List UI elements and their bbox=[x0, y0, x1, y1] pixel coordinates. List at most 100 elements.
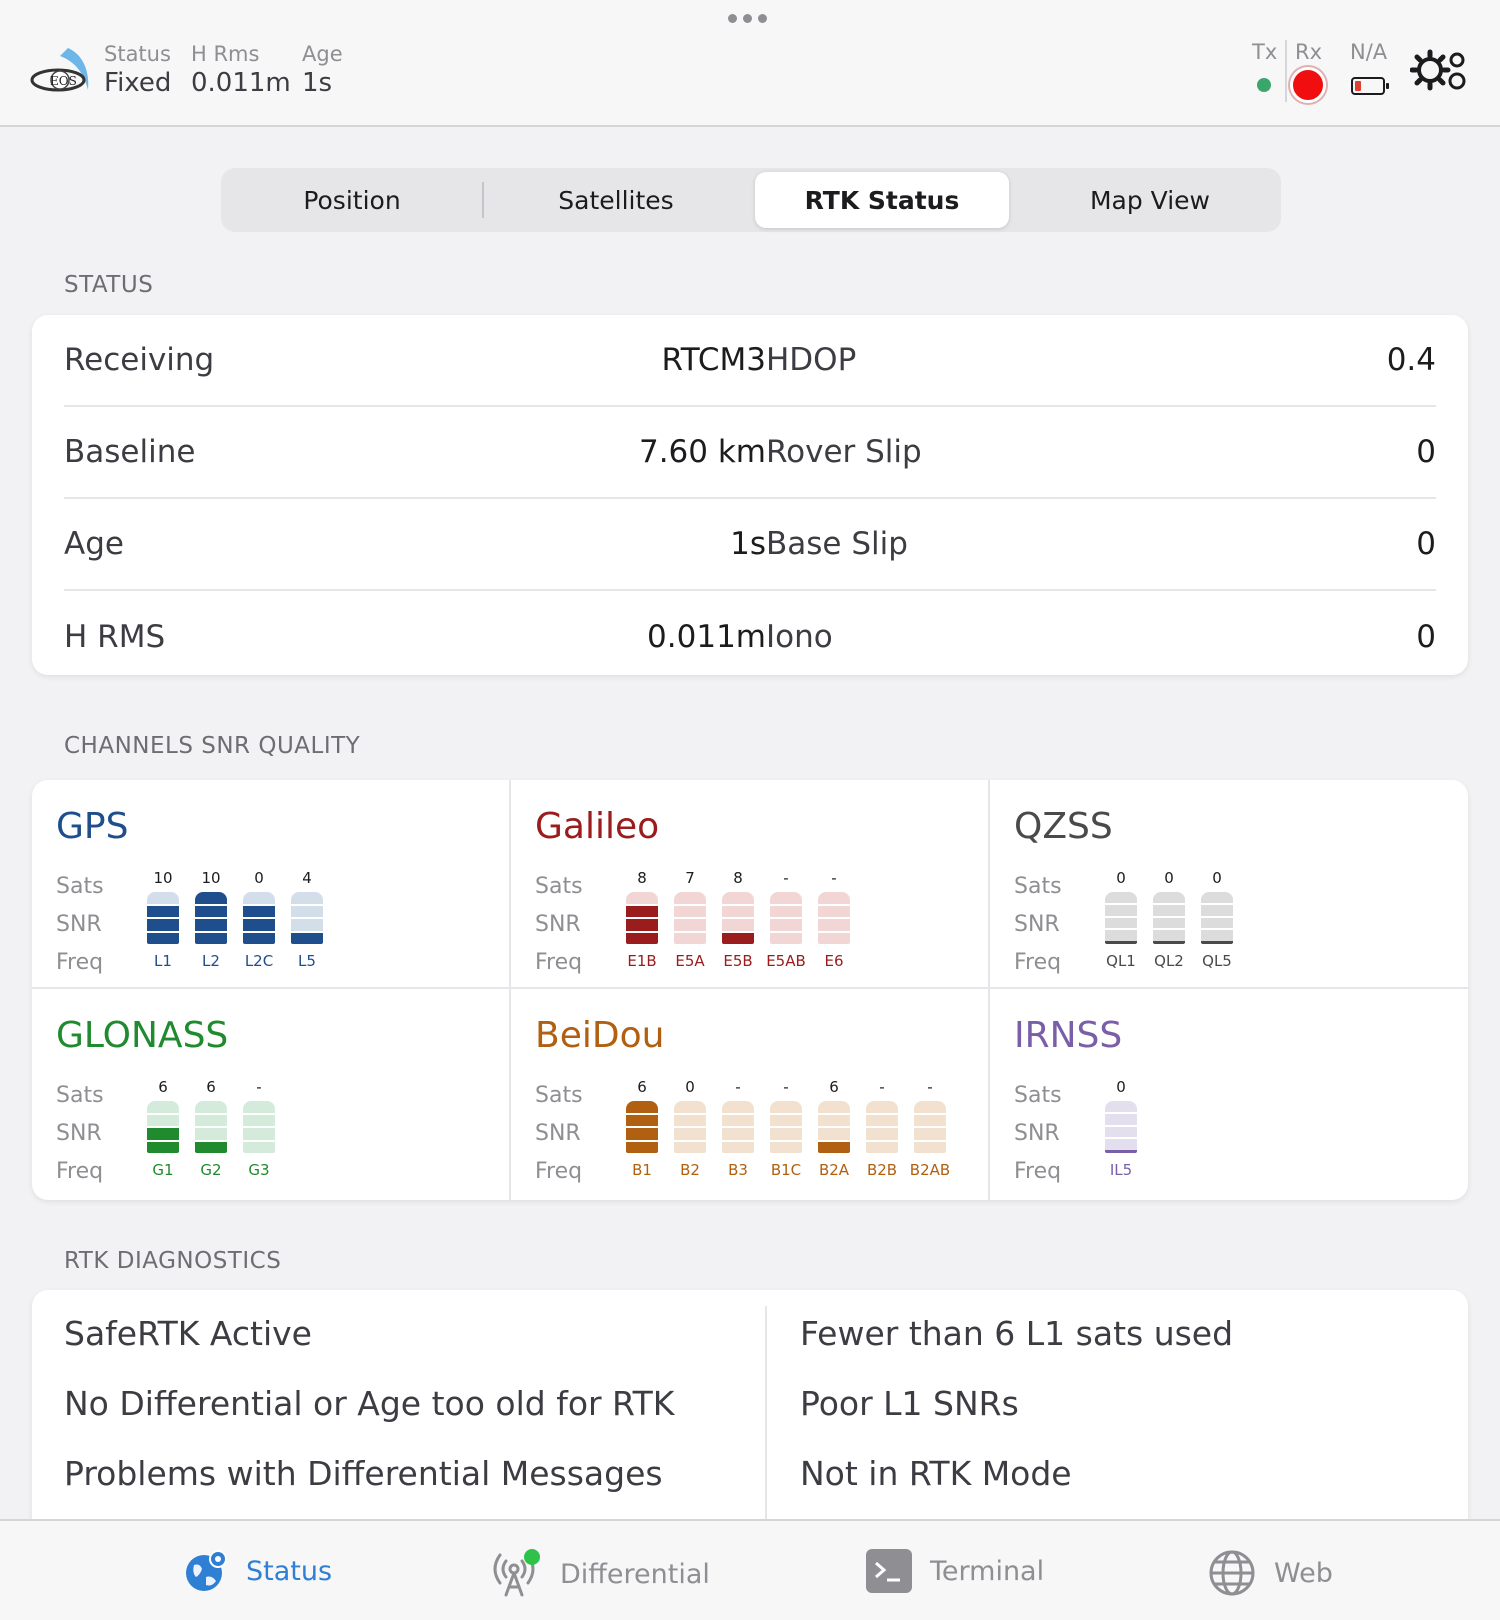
snr-bar-segment bbox=[195, 919, 227, 931]
snr-bar-segment bbox=[1153, 917, 1185, 929]
snr-bar-segment bbox=[291, 932, 323, 944]
tabbar-differential[interactable]: Differential bbox=[492, 1549, 710, 1599]
status-row: Baseline 7.60 km bbox=[64, 407, 766, 499]
channel-sat-count: 10 bbox=[201, 869, 221, 887]
snr-bar-segment bbox=[722, 905, 754, 917]
tab-rtk-status[interactable]: RTK Status bbox=[755, 172, 1009, 228]
snr-bar-segment bbox=[770, 892, 802, 904]
row-label-snr: SNR bbox=[535, 912, 581, 937]
rx-indicator-dot bbox=[1290, 67, 1326, 103]
row-label-snr: SNR bbox=[56, 912, 102, 937]
snr-bar-segment bbox=[147, 1101, 179, 1113]
snr-bar-segment bbox=[722, 1141, 754, 1153]
globe-pin-icon bbox=[186, 1550, 227, 1591]
snr-bar-segment bbox=[626, 1128, 658, 1140]
snr-bar bbox=[674, 892, 706, 944]
snr-bar bbox=[1201, 892, 1233, 944]
channel-sat-count: 7 bbox=[685, 869, 695, 887]
snr-bar-segment bbox=[1153, 904, 1185, 916]
snr-bar-segment bbox=[818, 932, 850, 944]
channel-sat-count: 8 bbox=[733, 869, 743, 887]
channel-sat-count: 6 bbox=[158, 1078, 168, 1096]
snr-bar-segment bbox=[722, 1101, 754, 1113]
channel-sat-count: - bbox=[831, 869, 837, 887]
row-label-freq: Freq bbox=[1014, 950, 1062, 975]
snr-bar-segment bbox=[1201, 892, 1233, 903]
svg-text:EOS: EOS bbox=[50, 74, 77, 88]
constellation-cell: IRNSS Sats SNR Freq 0 IL5 bbox=[990, 989, 1467, 1199]
snr-channel: 0 IL5 bbox=[1098, 1077, 1144, 1179]
snr-bar-segment bbox=[147, 1141, 179, 1153]
snr-bar-segment bbox=[243, 1141, 275, 1153]
more-options-handle[interactable] bbox=[728, 14, 767, 23]
snr-bar bbox=[626, 1101, 658, 1153]
status-indicator: Status Fixed bbox=[104, 42, 171, 98]
settings-gears-icon[interactable] bbox=[1410, 48, 1470, 94]
snr-bar-segment bbox=[1105, 1139, 1137, 1153]
status-key: Age bbox=[64, 526, 124, 562]
terminal-icon bbox=[866, 1549, 912, 1593]
row-label-sats: Sats bbox=[535, 1083, 583, 1108]
channel-sat-count: - bbox=[735, 1078, 741, 1096]
snr-bar-segment bbox=[291, 905, 323, 917]
channel-sat-count: - bbox=[879, 1078, 885, 1096]
status-section-title: STATUS bbox=[64, 272, 154, 298]
snr-bar-segment bbox=[1105, 1126, 1137, 1138]
row-label-sats: Sats bbox=[1014, 1083, 1062, 1108]
snr-bar-segment bbox=[674, 919, 706, 931]
snr-bar-segment bbox=[914, 1114, 946, 1126]
snr-bar-segment bbox=[243, 892, 275, 904]
tab-map-view[interactable]: Map View bbox=[1089, 185, 1211, 215]
snr-bar-segment bbox=[770, 905, 802, 917]
snr-bar-segment bbox=[722, 1114, 754, 1126]
diagnostics-card: SafeRTK Active No Differential or Age to… bbox=[32, 1290, 1468, 1536]
snr-bar-segment bbox=[626, 1114, 658, 1126]
tabbar-web-label: Web bbox=[1274, 1557, 1333, 1589]
status-value: 0.011m bbox=[647, 619, 766, 655]
snr-bar bbox=[243, 892, 275, 944]
status-key: Iono bbox=[766, 619, 833, 655]
snr-bar bbox=[722, 892, 754, 944]
top-status-bar: EOS Status Fixed H Rms 0.011m Age 1s Tx … bbox=[0, 0, 1500, 127]
channel-freq-label: E1B bbox=[627, 952, 657, 970]
channel-sat-count: 10 bbox=[153, 869, 173, 887]
snr-bar-segment bbox=[1105, 904, 1137, 916]
constellation-name: GPS bbox=[56, 806, 129, 847]
tab-satellites[interactable]: Satellites bbox=[558, 185, 674, 215]
row-label-freq: Freq bbox=[56, 950, 104, 975]
snr-bar-segment bbox=[818, 1114, 850, 1126]
age-value: 1s bbox=[302, 68, 333, 98]
diag-item: No Differential or Age too old for RTK bbox=[64, 1384, 675, 1423]
snr-bar-segment bbox=[866, 1141, 898, 1153]
snr-bar-segment bbox=[195, 1114, 227, 1126]
snr-bar bbox=[195, 1101, 227, 1153]
web-globe-icon bbox=[1209, 1550, 1255, 1596]
constellation-cell: QZSS Sats SNR Freq 0 QL1 0 QL2 0 QL5 bbox=[990, 780, 1467, 990]
snr-bar-segment bbox=[195, 905, 227, 917]
snr-bar-segment bbox=[195, 932, 227, 944]
channel-freq-label: QL5 bbox=[1202, 952, 1232, 970]
status-key: H RMS bbox=[64, 619, 166, 655]
channel-sat-count: 8 bbox=[637, 869, 647, 887]
tabbar-status[interactable]: Status bbox=[184, 1549, 332, 1593]
snr-channel: 6 B2A bbox=[811, 1077, 857, 1179]
snr-channel: - B2B bbox=[859, 1077, 905, 1179]
diag-item: SafeRTK Active bbox=[64, 1314, 312, 1353]
snr-bar-segment bbox=[147, 919, 179, 931]
tabbar-terminal[interactable]: Terminal bbox=[866, 1549, 1044, 1593]
channel-freq-label: L1 bbox=[154, 952, 172, 970]
status-value: 1s bbox=[730, 526, 766, 562]
row-labels: Sats SNR Freq bbox=[1014, 868, 1062, 982]
status-value: Fixed bbox=[104, 68, 172, 98]
tabbar-web[interactable]: Web bbox=[1208, 1549, 1333, 1597]
snr-channel: 0 QL2 bbox=[1146, 868, 1192, 970]
channel-freq-label: E5B bbox=[723, 952, 753, 970]
snr-bar-segment bbox=[818, 892, 850, 904]
snr-channel: - E6 bbox=[811, 868, 857, 970]
tab-position[interactable]: Position bbox=[303, 185, 401, 215]
snr-channel: 0 QL1 bbox=[1098, 868, 1144, 970]
snr-bar bbox=[914, 1101, 946, 1153]
snr-channel: 6 G2 bbox=[188, 1077, 234, 1179]
constellation-cell: GLONASS Sats SNR Freq 6 G1 6 G2 - G3 bbox=[32, 989, 509, 1199]
snr-bar-segment bbox=[722, 1128, 754, 1140]
